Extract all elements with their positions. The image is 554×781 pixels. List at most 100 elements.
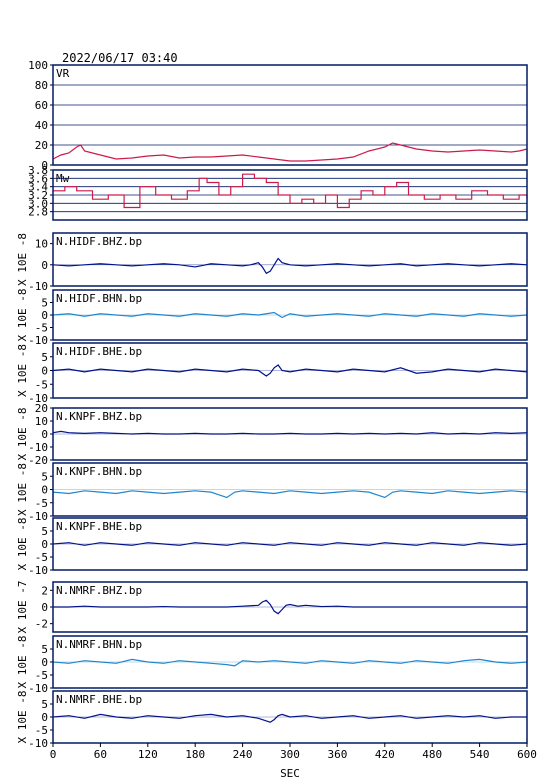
panel-knpf-bhz-label: N.KNPF.BHZ.bp — [56, 410, 142, 423]
panel-knpf-bhn-ytick-label-0: 5 — [41, 470, 48, 483]
panel-nmrf-bhe-ytick-label-3: -10 — [28, 737, 48, 750]
panel-hidf-bhn-ytick-label-0: 5 — [41, 297, 48, 310]
x-tick-label-6: 360 — [327, 748, 347, 761]
panel-vr-ytick-label-3: 40 — [35, 119, 48, 132]
panel-knpf-bhn-series-line — [52, 490, 528, 499]
panel-hidf-bhe-frame — [52, 342, 528, 399]
panel-hidf-bhz-ytick-label-2: -10 — [28, 280, 48, 293]
panel-hidf-bhe: 50-5-10 N.HIDF.BHE.bp X 10E -8 — [16, 342, 528, 405]
x-tick-label-3: 180 — [185, 748, 205, 761]
panel-knpf-bhe-ytick-label-2: -5 — [35, 551, 48, 564]
panel-vr-series-line — [52, 142, 528, 162]
panel-knpf-bhe-frame — [52, 517, 528, 571]
panel-hidf-bhn: 50-5-10 N.HIDF.BHN.bp X 10E -8 — [16, 289, 528, 347]
panel-knpf-bhe: 50-5-10 N.KNPF.BHE.bp X 10E -8 — [16, 517, 528, 577]
panel-nmrf-bhn-frame — [52, 635, 528, 689]
panel-nmrf-bhn-ytick-label-3: -10 — [28, 682, 48, 695]
panel-vr-ytick-label-5: 0 — [41, 159, 48, 172]
panel-hidf-bhe-ytick-label-2: -5 — [35, 378, 48, 391]
panel-mw-ytick-label-4: 3.0 — [28, 197, 48, 210]
panel-mw-ytick-label-3: 3.2 — [28, 189, 48, 202]
panel-vr-ytick-label-4: 20 — [35, 139, 48, 152]
x-tick-label-4: 240 — [233, 748, 253, 761]
panel-hidf-bhz-series-line — [52, 257, 528, 275]
panel-knpf-bhz-ytick-label-1: 10 — [35, 415, 48, 428]
panel-vr-label: VR — [56, 67, 70, 80]
panel-knpf-bhn: 50-5-10 N.KNPF.BHN.bp X 10E -8 — [16, 462, 528, 523]
panel-hidf-bhz: 10 0 -10 N.HIDF.BHZ.bp X 10E -8 — [16, 232, 528, 293]
panel-mw-frame — [52, 169, 528, 221]
panel-knpf-bhn-ytick-label-3: -10 — [28, 510, 48, 523]
panel-nmrf-bhn: 50-5-10 N.NMRF.BHN.bp X 10E -8 — [16, 635, 528, 695]
panel-nmrf-bhn-series-line — [52, 658, 528, 667]
x-tick-label-1: 60 — [94, 748, 107, 761]
panel-hidf-bhz-frame — [52, 232, 528, 287]
panel-hidf-bhn-ytick-label-3: -10 — [28, 334, 48, 347]
panel-mw: 3.83.63.43.23.02.8 Mw — [28, 164, 528, 221]
panel-nmrf-bhn-ytick-label-0: 5 — [41, 643, 48, 656]
panel-hidf-bhz-ytick-label-1: 0 — [41, 259, 48, 272]
panel-hidf-bhe-series-line — [52, 364, 528, 377]
panel-mw-series-line — [53, 173, 528, 209]
panel-hidf-bhz-ytick-label-0: 10 — [35, 238, 48, 251]
panel-knpf-bhz-ytick-label-3: -10 — [28, 441, 48, 454]
panel-hidf-bhn-label: N.HIDF.BHN.bp — [56, 292, 142, 305]
panel-nmrf-bhe-ytick-label-0: 5 — [41, 698, 48, 711]
panel-knpf-bhz-frame — [52, 407, 528, 461]
panel-vr-ytick-label-0: 100 — [28, 59, 48, 72]
panel-mw-label: Mw — [56, 172, 70, 185]
panel-knpf-bhn-ylabel: X 10E -8 — [16, 463, 29, 516]
panel-hidf-bhn-ylabel: X 10E -8 — [16, 289, 29, 342]
panel-knpf-bhe-ytick-label-3: -10 — [28, 564, 48, 577]
panel-knpf-bhe-label: N.KNPF.BHE.bp — [56, 520, 142, 533]
panel-vr-ytick-label-1: 80 — [35, 79, 48, 92]
panel-knpf-bhz-ytick-label-2: 0 — [41, 428, 48, 441]
x-axis: 0 60 120 180 240 300 360 420 480 540 600 — [50, 743, 537, 761]
panel-vr-ytick-label-2: 60 — [35, 99, 48, 112]
panel-hidf-bhn-frame — [52, 289, 528, 341]
panel-knpf-bhz-ytick-label-4: -20 — [28, 454, 48, 467]
chart-datetime: 2022/06/17 03:40 — [62, 51, 178, 65]
panel-nmrf-bhn-ylabel: X 10E -8 — [16, 636, 29, 689]
panel-hidf-bhz-label: N.HIDF.BHZ.bp — [56, 235, 142, 248]
panel-hidf-bhz-ylabel: X 10E -8 — [16, 233, 29, 286]
panel-hidf-bhn-ytick-label-2: -5 — [35, 322, 48, 335]
panel-nmrf-bhe-ytick-label-1: 0 — [41, 711, 48, 724]
panel-nmrf-bhz-label: N.NMRF.BHZ.bp — [56, 584, 142, 597]
panel-vr: 100 80 60 40 20 0 VR — [28, 59, 528, 172]
panel-knpf-bhn-frame — [52, 462, 528, 517]
panel-nmrf-bhn-ytick-label-1: 0 — [41, 656, 48, 669]
x-tick-label-2: 120 — [138, 748, 158, 761]
panel-nmrf-bhe-label: N.NMRF.BHE.bp — [56, 693, 142, 706]
panel-nmrf-bhz-frame — [52, 581, 528, 633]
panels-group: 100806040200VR3.83.63.43.23.02.8Mw100-10… — [16, 59, 528, 750]
panel-mw-ytick-label-0: 3.8 — [28, 164, 48, 177]
x-tick-label-7: 420 — [375, 748, 395, 761]
x-tick-label-8: 480 — [422, 748, 442, 761]
panel-hidf-bhe-ytick-label-0: 5 — [41, 351, 48, 364]
panel-nmrf-bhz-ytick-label-2: -2 — [35, 618, 48, 631]
panel-knpf-bhn-ytick-label-2: -5 — [35, 497, 48, 510]
panel-knpf-bhn-ytick-label-1: 0 — [41, 484, 48, 497]
panel-mw-ytick-label-1: 3.6 — [28, 172, 48, 185]
panel-knpf-bhz-ytick-label-0: 20 — [35, 402, 48, 415]
panel-mw-ytick-label-5: 2.8 — [28, 206, 48, 219]
panel-hidf-bhn-ytick-label-1: 0 — [41, 309, 48, 322]
x-tick-label-10: 600 — [517, 748, 537, 761]
panel-nmrf-bhe-ytick-label-2: -5 — [35, 724, 48, 737]
panel-nmrf-bhz-ytick-label-0: 2 — [41, 584, 48, 597]
panel-knpf-bhz-series-line — [52, 430, 528, 435]
panel-hidf-bhn-series-line — [52, 311, 528, 319]
panel-knpf-bhn-label: N.KNPF.BHN.bp — [56, 465, 142, 478]
panel-knpf-bhe-ytick-label-1: 0 — [41, 538, 48, 551]
x-tick-label-5: 300 — [280, 748, 300, 761]
panel-nmrf-bhe-series-line — [52, 713, 527, 723]
x-axis-label: SEC — [280, 767, 300, 780]
panel-nmrf-bhz-ylabel: X 10E -7 — [16, 581, 29, 634]
panel-knpf-bhe-ylabel: X 10E -8 — [16, 518, 29, 571]
panel-hidf-bhe-ytick-label-1: 0 — [41, 365, 48, 378]
panel-nmrf-bhn-ytick-label-2: -5 — [35, 669, 48, 682]
panel-nmrf-bhe: 50-5-10 N.NMRF.BHE.bp X 10E -8 — [16, 690, 528, 750]
